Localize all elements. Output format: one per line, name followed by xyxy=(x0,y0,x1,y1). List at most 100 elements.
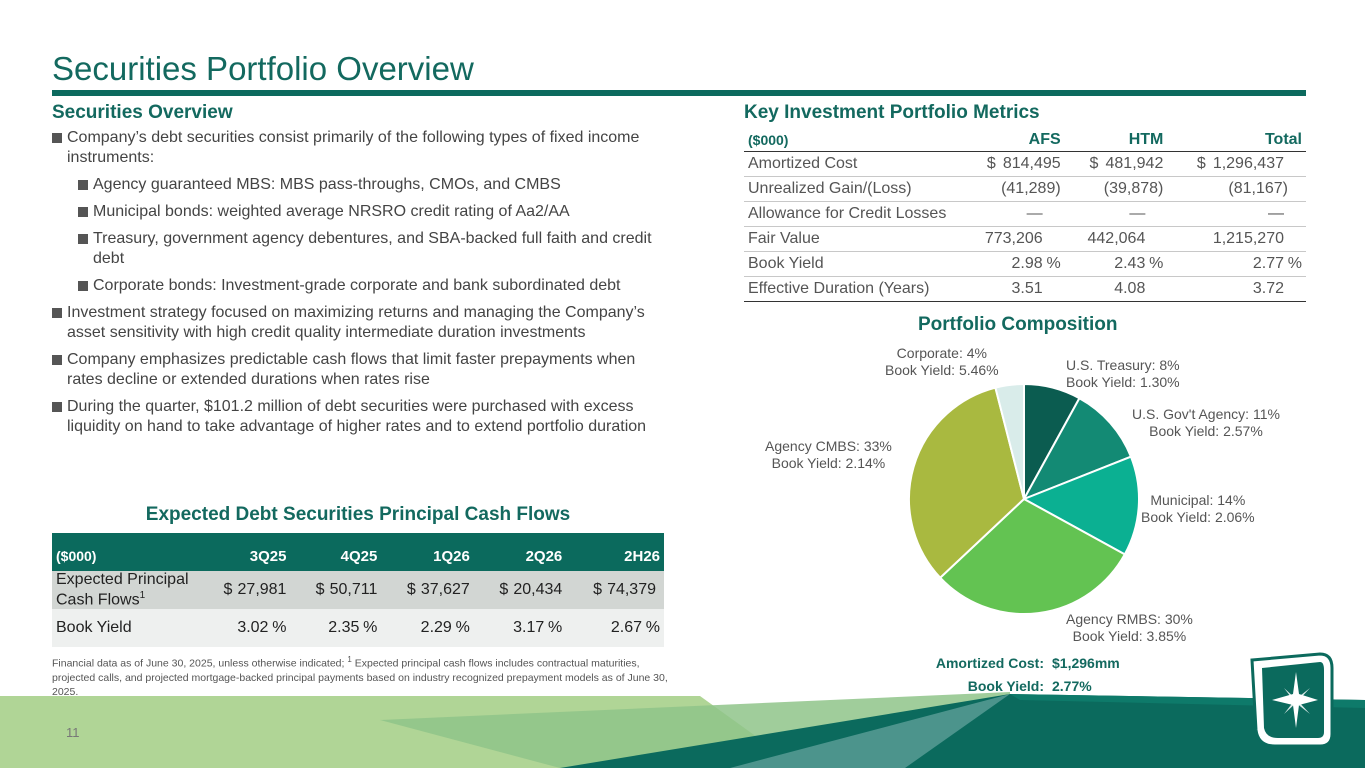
slice-name: Agency RMBS xyxy=(1066,611,1158,627)
metrics-header-afs: AFS xyxy=(962,129,1065,152)
percent-symbol: % xyxy=(1149,255,1164,272)
metric-value: 4.08 xyxy=(1064,276,1168,302)
metric-value: 2.77 xyxy=(1252,255,1284,272)
slice-yield: Book Yield: 2.06% xyxy=(1141,509,1255,525)
metric-value: — xyxy=(1064,201,1168,227)
percent-symbol: % xyxy=(363,619,378,636)
sub-bullet-item: Treasury, government agency debentures, … xyxy=(78,229,672,269)
currency-symbol: $ xyxy=(406,581,416,598)
bullet-item: During the quarter, $101.2 million of de… xyxy=(52,397,672,437)
percent-symbol: % xyxy=(1046,255,1061,272)
slice-yield: Book Yield: 2.57% xyxy=(1149,423,1263,439)
footnote-marker: 1 xyxy=(139,589,146,601)
table-row: Expected Principal Cash Flows1 $27,981 $5… xyxy=(52,571,664,609)
metric-value: 3.72 xyxy=(1167,276,1306,302)
slice-yield: Book Yield: 1.30% xyxy=(1066,374,1180,390)
cashflow-value: 2.35 xyxy=(328,619,360,636)
slice-name: Municipal xyxy=(1150,492,1210,508)
metrics-header-row: ($000) AFS HTM Total xyxy=(744,129,1306,152)
cashflow-row-label: Expected Principal Cash Flows1 xyxy=(52,571,198,609)
metrics-header-htm: HTM xyxy=(1064,129,1168,152)
metric-value: 1,296,437 xyxy=(1212,155,1284,172)
metric-value: (39,878) xyxy=(1064,176,1168,202)
cashflow-value: 2.29 xyxy=(420,619,452,636)
metrics-header-total: Total xyxy=(1167,129,1306,152)
slice-percent: 30% xyxy=(1164,611,1193,627)
sub-bullet-item: Agency guaranteed MBS: MBS pass-throughs… xyxy=(78,175,672,195)
cashflow-value: 3.17 xyxy=(513,619,545,636)
slice-yield: Book Yield: 3.85% xyxy=(1072,628,1187,644)
cashflow-value: 37,627 xyxy=(420,581,470,598)
cashflow-header-row: ($000) 3Q25 4Q25 1Q26 2Q26 2H26 xyxy=(52,533,664,571)
pie-label-corporate: Corporate: 4% Book Yield: 5.46% xyxy=(885,345,999,378)
label-line: Cash Flows xyxy=(56,591,140,609)
metric-label: Amortized Cost xyxy=(744,151,962,177)
pie-label-gov-agency: U.S. Gov't Agency: 11% Book Yield: 2.57% xyxy=(1132,406,1280,439)
metric-value: (41,289) xyxy=(962,176,1065,202)
sub-bullet-item: Municipal bonds: weighted average NRSRO … xyxy=(78,202,672,222)
percent-symbol: % xyxy=(645,619,660,636)
metric-value: 773,206 xyxy=(962,226,1065,252)
metric-label: Unrealized Gain/(Loss) xyxy=(744,176,962,202)
currency-symbol: $ xyxy=(315,581,325,598)
metric-label: Book Yield xyxy=(744,251,962,277)
slice-percent: 11% xyxy=(1252,406,1280,422)
table-row: Book Yield 2.98% 2.43% 2.77% xyxy=(744,251,1306,277)
slice-percent: 33% xyxy=(863,438,892,454)
cashflows-heading: Expected Debt Securities Principal Cash … xyxy=(145,504,571,525)
metric-value: — xyxy=(1167,201,1306,227)
metric-value: 1,215,270 xyxy=(1167,226,1306,252)
slice-name: Corporate xyxy=(896,345,959,361)
title-divider xyxy=(52,90,1306,96)
metric-value: (81,167) xyxy=(1167,176,1306,202)
percent-symbol: % xyxy=(455,619,470,636)
metric-value: — xyxy=(962,201,1065,227)
percent-symbol: % xyxy=(272,619,287,636)
percent-symbol: % xyxy=(548,619,563,636)
currency-symbol: $ xyxy=(593,581,602,598)
pie-label-rmbs: Agency RMBS: 30% Book Yield: 3.85% xyxy=(1066,611,1193,644)
metrics-header-units: ($000) xyxy=(744,129,962,152)
metric-label: Fair Value xyxy=(744,226,962,252)
cashflow-header-period: 3Q25 xyxy=(198,533,291,571)
currency-symbol: $ xyxy=(1089,155,1099,172)
table-row: Unrealized Gain/(Loss) (41,289) (39,878)… xyxy=(744,176,1306,202)
amortized-cost-value: $1,296mm xyxy=(1052,655,1120,671)
metric-label: Effective Duration (Years) xyxy=(744,276,962,302)
page-number: 11 xyxy=(66,725,80,740)
cashflow-value: 74,379 xyxy=(607,581,656,598)
pie-label-treasury: U.S. Treasury: 8% Book Yield: 1.30% xyxy=(1066,357,1180,390)
table-row: Fair Value 773,206 442,064 1,215,270 xyxy=(744,226,1306,252)
bullet-item: Company emphasizes predictable cash flow… xyxy=(52,350,672,390)
currency-symbol: $ xyxy=(986,155,996,172)
book-yield-label: Book Yield: xyxy=(967,678,1044,694)
label-line: Expected Principal xyxy=(56,570,189,588)
table-row: Effective Duration (Years) 3.51 4.08 3.7… xyxy=(744,276,1306,302)
metric-value: 2.43 xyxy=(1114,255,1146,272)
cashflow-value: 20,434 xyxy=(513,581,563,598)
metric-value: 814,495 xyxy=(1002,155,1061,172)
cashflow-header-units: ($000) xyxy=(52,533,198,571)
amortized-cost-label: Amortized Cost: xyxy=(935,655,1044,671)
slice-name: U.S. Treasury xyxy=(1066,357,1152,373)
metric-value: 3.51 xyxy=(962,276,1065,302)
metric-label: Allowance for Credit Losses xyxy=(744,201,962,227)
cashflow-value: 2.67 xyxy=(610,619,642,636)
slice-percent: 8% xyxy=(1159,357,1180,373)
cashflow-header-period: 2Q26 xyxy=(473,533,567,571)
table-row: Allowance for Credit Losses — — — xyxy=(744,201,1306,227)
page-title: Securities Portfolio Overview xyxy=(52,50,474,87)
footnote-text: Financial data as of June 30, 2025, unle… xyxy=(52,657,348,670)
table-row: Amortized Cost $814,495 $481,942 $1,296,… xyxy=(744,151,1306,177)
book-yield-value: 2.77% xyxy=(1052,678,1092,694)
cashflow-header-period: 2H26 xyxy=(566,533,664,571)
chart-title: Portfolio Composition xyxy=(918,314,1118,335)
bullet-item: Company’s debt securities consist primar… xyxy=(52,128,672,168)
bank-star-logo-icon xyxy=(1250,652,1334,748)
slice-name: Agency CMBS xyxy=(765,438,857,454)
slice-percent: 14% xyxy=(1217,492,1246,508)
cashflow-value: 27,981 xyxy=(237,581,287,598)
securities-overview-heading: Securities Overview xyxy=(52,102,233,123)
cashflow-table: ($000) 3Q25 4Q25 1Q26 2Q26 2H26 Expected… xyxy=(52,533,664,647)
